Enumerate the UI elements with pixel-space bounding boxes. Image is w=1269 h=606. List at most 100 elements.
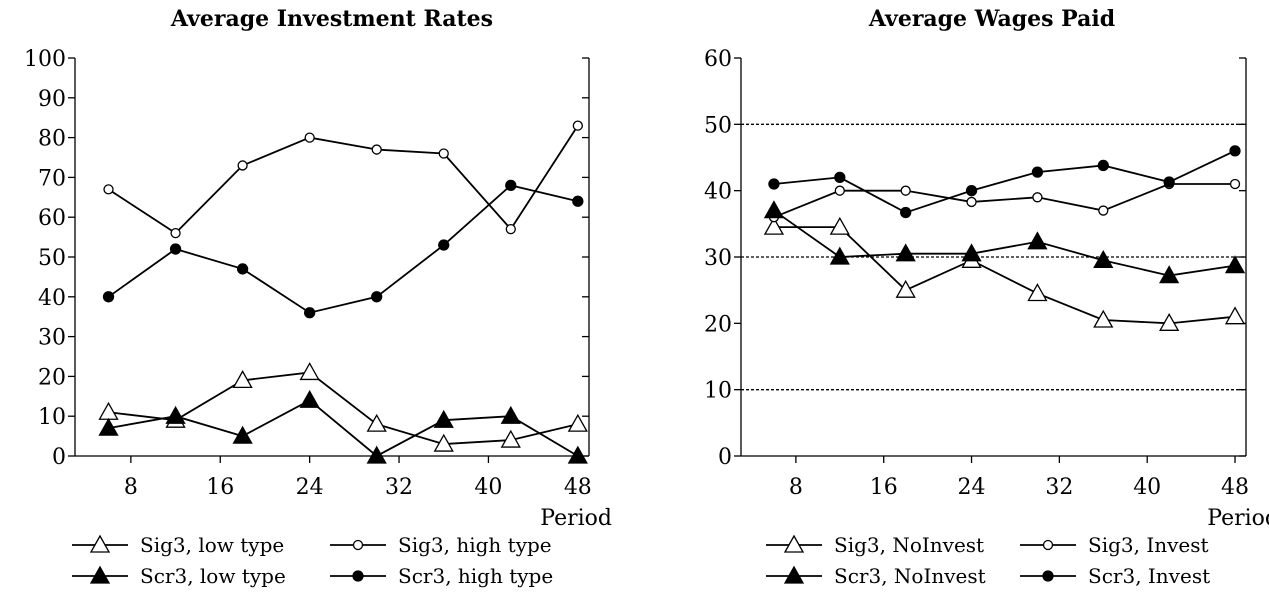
data-point [834,171,846,184]
data-point [366,413,387,432]
data-point [1032,192,1043,203]
chart-panel: Average Wages Paid 0 10 20 30 40 50 60 8 16 24 32 40… [704,6,1269,588]
legend-marker [89,534,111,553]
data-point [103,184,114,195]
chart-panel: Average Investment Rates 0 10 20 30 40 50 60 70 8… [24,6,612,588]
data-point [304,307,316,319]
x-axis-label: Period [540,506,612,531]
data-point [567,445,588,464]
series-line [773,209,1236,277]
y-tick-label: 40 [704,180,732,205]
legend-label: Scr3, Invest [1088,564,1210,588]
y-tick-label: 30 [704,246,732,271]
legend-label: Sig3, NoInvest [834,533,984,557]
data-point [900,206,912,219]
data-point [966,196,977,208]
legend-label: Sig3, high type [398,533,552,557]
y-tick-label: 10 [38,405,66,430]
data-point [900,185,911,196]
series-line [108,399,579,458]
y-tick-label: 60 [704,47,732,72]
data-point [895,243,916,262]
data-point [299,362,320,381]
legend-marker [1042,539,1054,551]
data-point [505,179,517,192]
data-point [438,148,449,159]
legend-label: Scr3, low type [140,564,286,588]
data-point [500,405,521,424]
y-tick-label: 0 [718,445,732,470]
data-point [829,246,850,265]
series-line [108,125,579,235]
x-tick-label: 16 [206,475,234,500]
chart-title: Average Wages Paid [868,6,1115,32]
x-tick-label: 48 [564,475,592,500]
legend-marker [352,570,364,582]
series-line [107,184,579,314]
data-point [763,216,785,235]
data-point [1159,313,1180,331]
data-point [98,417,119,436]
data-point [232,370,253,389]
data-point [763,200,785,219]
data-point [567,413,588,432]
x-tick-label: 40 [474,475,502,500]
y-tick-label: 30 [38,326,66,351]
data-point [236,263,249,275]
x-tick-label: 40 [1133,475,1161,500]
series-line [773,183,1236,219]
data-point [834,185,845,196]
y-tick-label: 70 [38,166,66,191]
data-point [304,132,315,143]
data-point [237,160,248,171]
data-point [1098,205,1109,216]
data-point [965,185,978,197]
legend-marker [783,534,805,553]
x-tick-label: 48 [1221,475,1249,500]
data-point [829,216,850,235]
data-point [98,401,119,420]
data-point [433,433,454,452]
data-point [1159,265,1180,284]
y-tick-label: 50 [38,246,66,271]
data-point [371,291,383,303]
y-tick-label: 90 [38,87,66,112]
data-point [299,389,320,408]
data-point [505,223,516,235]
x-tick-label: 32 [1045,475,1073,500]
data-point [169,243,182,255]
legend-label: Scr3, NoInvest [834,564,986,588]
data-point [1097,159,1109,172]
x-axis-label: Period [1207,506,1269,531]
data-point [961,243,982,262]
data-point [1229,178,1241,190]
data-point [232,425,253,444]
data-point [572,120,583,131]
series-line [773,226,1236,325]
chart-title: Average Investment Rates [170,6,493,32]
x-tick-label: 16 [870,475,898,500]
y-tick-label: 10 [704,379,732,404]
y-tick-label: 20 [704,312,732,337]
data-point [572,195,584,207]
series-line [108,371,579,445]
data-point [768,178,780,190]
data-point [1093,309,1114,328]
data-point [438,239,450,251]
data-point [1027,283,1048,302]
legend-marker [783,565,805,584]
x-tick-label: 24 [296,475,324,500]
y-tick-label: 20 [38,365,66,390]
data-point [1224,255,1246,274]
y-tick-label: 40 [38,286,66,311]
data-point [165,405,186,424]
data-point [1031,166,1044,178]
data-point [1224,306,1246,325]
legend-marker [89,565,111,584]
x-tick-label: 24 [958,475,986,500]
data-point [170,227,181,239]
y-tick-label: 60 [38,206,66,231]
y-tick-label: 100 [24,47,66,72]
x-tick-label: 8 [789,475,803,500]
